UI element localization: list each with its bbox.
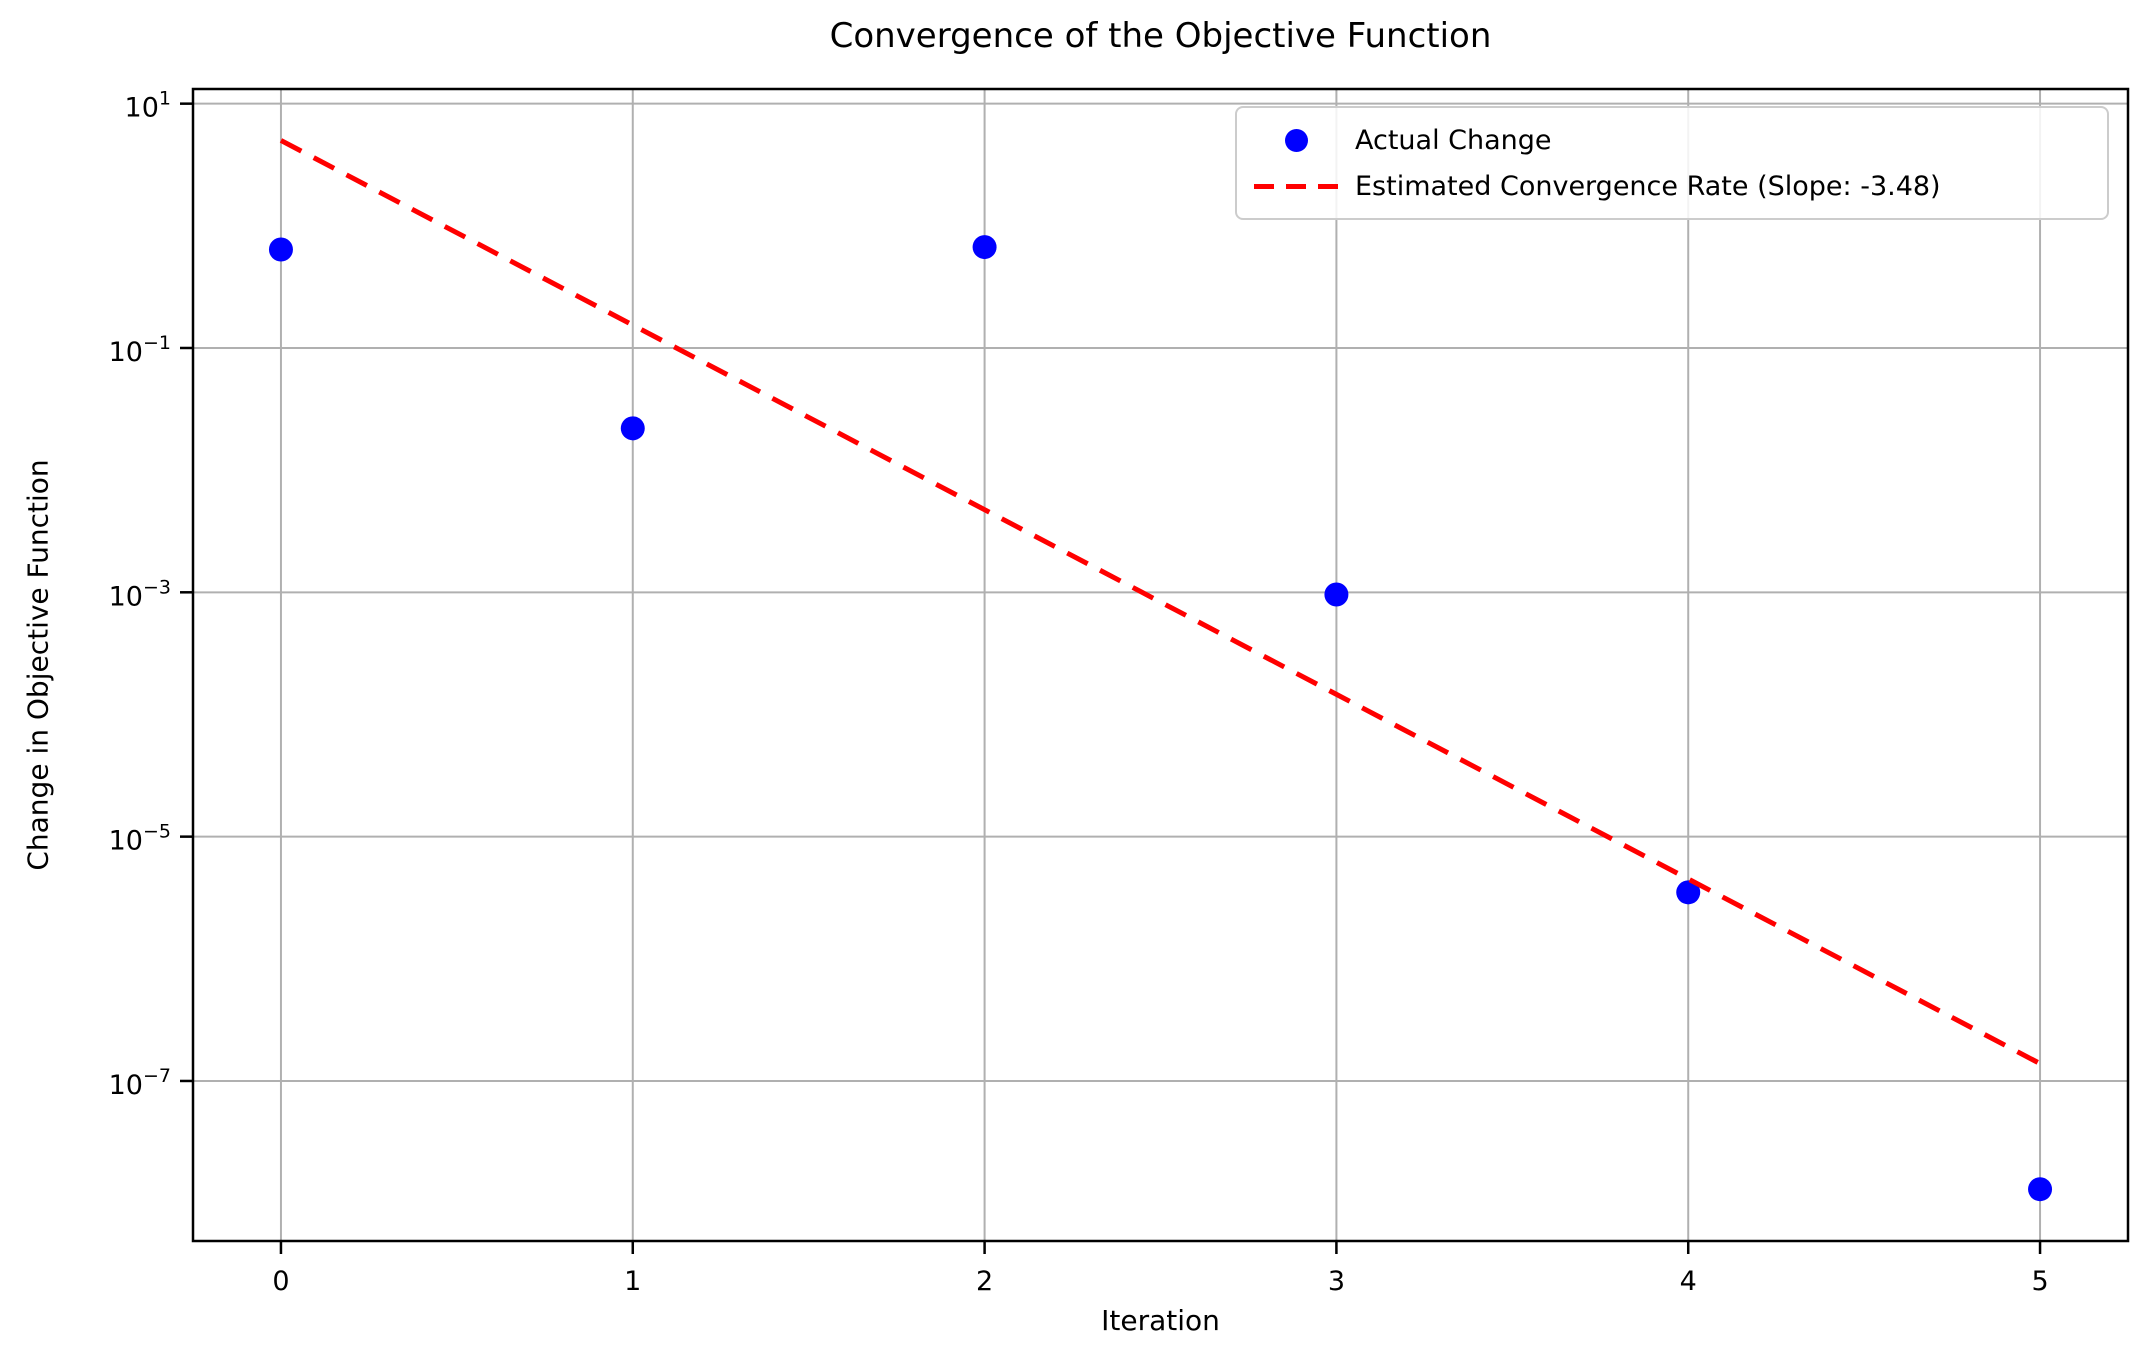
data-point: [620, 416, 645, 441]
x-tick-label: 0: [272, 1266, 289, 1297]
y-tick-label: 10−1: [109, 332, 171, 368]
x-axis-label: Iteration: [1101, 1304, 1220, 1337]
y-tick-label: 10−3: [109, 576, 171, 612]
data-point: [268, 237, 293, 262]
data-point: [972, 235, 997, 260]
legend-label-actual-change: Actual Change: [1355, 124, 1552, 156]
y-tick-label: 101: [125, 88, 171, 124]
scatter-dot-icon: [1284, 128, 1308, 152]
legend-item-convergence-rate: Estimated Convergence Rate (Slope: -3.48…: [1237, 163, 2107, 209]
x-tick-label: 3: [1328, 1266, 1345, 1297]
data-point: [2028, 1177, 2053, 1202]
legend-item-actual-change: Actual Change: [1237, 117, 2107, 163]
legend-label-convergence-rate: Estimated Convergence Rate (Slope: -3.48…: [1355, 170, 1941, 202]
axis-spines: [191, 87, 2130, 1243]
chart-title: Convergence of the Objective Function: [829, 16, 1492, 56]
legend-marker-wrap: [1237, 183, 1355, 189]
fit-line: [279, 138, 2042, 1066]
dashed-line-icon: [1254, 183, 1338, 189]
x-tick-label: 2: [976, 1266, 993, 1297]
data-point: [1324, 582, 1349, 607]
y-axis-label: Change in Objective Function: [21, 459, 55, 871]
x-tick-label: 5: [2031, 1266, 2048, 1297]
y-tick-label: 10−5: [109, 821, 171, 857]
x-tick-label: 1: [624, 1266, 641, 1297]
data-point: [1676, 880, 1701, 905]
legend: Actual Change Estimated Convergence Rate…: [1235, 106, 2109, 220]
legend-marker-wrap: [1237, 128, 1355, 152]
y-tick-label: 10−7: [109, 1065, 171, 1101]
x-tick-label: 4: [1680, 1266, 1697, 1297]
